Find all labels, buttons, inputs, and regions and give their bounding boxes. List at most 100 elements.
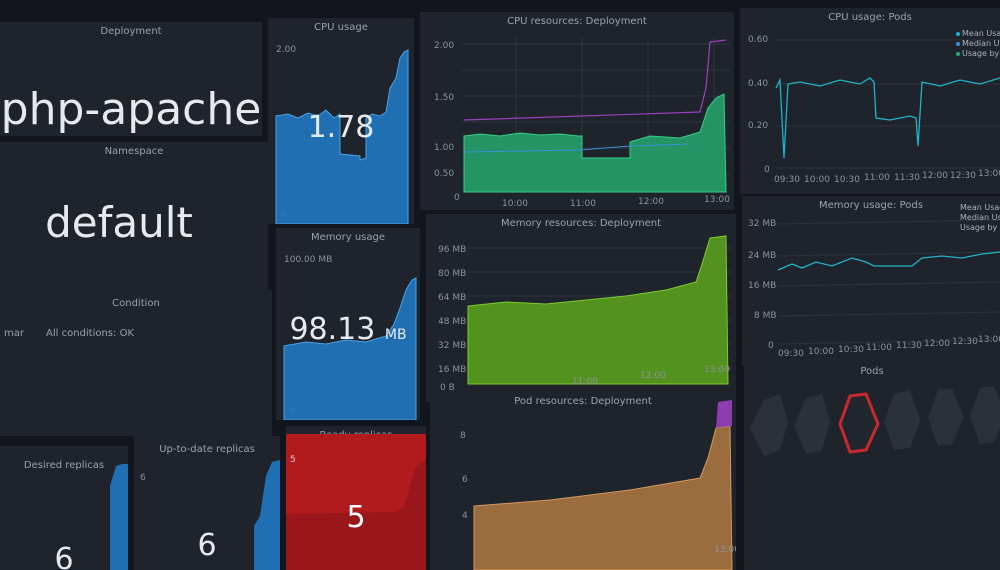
cpu-pods-xtick: 12:00 <box>922 171 948 181</box>
uptodate-replicas-value: 6 <box>197 528 217 563</box>
memory-resources-title: Memory resources: Deployment <box>500 218 662 229</box>
memory-resources-ytick: 48 MB <box>438 317 466 327</box>
pod-resources-title: Pod resources: Deployment <box>514 396 652 407</box>
memory-pods-ytick: 32 MB <box>748 219 776 229</box>
desired-replicas-title: Desired replicas <box>23 460 105 471</box>
memory-resources-ytick: 96 MB <box>438 245 466 255</box>
memory-resources-ytick: 32 MB <box>438 341 466 351</box>
memory-pods-xtick: 10:30 <box>838 345 864 355</box>
memory-usage-stat-panel: Memory usage 100.00 MB 0 98.13 MB <box>276 228 420 420</box>
cpu-pods-xtick: 13:00 <box>978 169 1000 179</box>
cpu-pods-ytick: 0 <box>764 165 770 175</box>
desired-replicas-value: 6 <box>54 542 74 570</box>
cpu-pods-ytick: 0.60 <box>748 35 768 45</box>
memory-resources-xtick: 11:00 <box>572 377 598 387</box>
cpu-resources-ytick: 0 <box>454 193 460 203</box>
memory-resources-ytick: 16 MB <box>438 365 466 375</box>
memory-pods-ytick: 24 MB <box>748 251 776 261</box>
cpu-pods-xtick: 10:30 <box>834 175 860 185</box>
cpu-resources-ytick: 1.50 <box>434 93 454 103</box>
cpu-pods-xtick: 11:00 <box>864 173 890 183</box>
memory-pods-chart: 32 MB 24 MB 16 MB 8 MB 0 Mean Usage Medi… <box>748 203 1000 359</box>
cpu-pods-legend: Median Usage <box>962 39 1000 48</box>
cpu-resources-ytick: 2.00 <box>434 41 454 51</box>
pod-hexagon[interactable] <box>794 394 830 454</box>
memory-pods-xtick: 12:30 <box>952 337 978 347</box>
cpu-usage-stat-panel: CPU usage 2.00 0 1.78 <box>268 18 414 224</box>
memory-pods-legend: Mean Usage <box>960 203 1000 212</box>
cpu-resources-xtick: 13:00 <box>704 195 730 205</box>
desired-replicas-sparkline <box>110 464 128 570</box>
ready-replicas-value: 5 <box>346 500 366 535</box>
memory-resources-panel: Memory resources: Deployment 96 MB 80 MB… <box>426 214 736 402</box>
pods-hexmap <box>750 386 1000 456</box>
cpu-resources-xtick: 12:00 <box>638 197 664 207</box>
memory-usage-stat-unit: MB <box>384 327 407 343</box>
desired-replicas-panel: Desired replicas 6 <box>0 446 128 570</box>
memory-usage-sparkline: 100.00 MB 0 <box>283 255 417 420</box>
pod-hexagon[interactable] <box>928 388 964 446</box>
memory-pods-xtick: 13:00 <box>978 335 1000 345</box>
cpu-pods-chart: 0.60 0.40 0.20 0 Mean Usage Median Usage… <box>748 29 1000 185</box>
memory-pods-ytick: 16 MB <box>748 281 776 291</box>
cpu-resources-chart: 2.00 1.50 1.00 0.50 0 10:00 11:00 12:00 … <box>434 38 730 209</box>
memory-pods-legend: Median Usage <box>960 213 1000 222</box>
uptodate-replicas-axis-top: 6 <box>140 473 146 483</box>
pod-hexagon-selected[interactable] <box>838 392 880 454</box>
cpu-resources-xtick: 10:00 <box>502 199 528 209</box>
cpu-pods-xtick: 12:30 <box>950 171 976 181</box>
pod-hexagon[interactable] <box>970 386 1000 444</box>
pod-resources-xtick: 13:00 <box>714 545 736 555</box>
condition-title: Condition <box>112 298 160 309</box>
uptodate-replicas-panel: Up-to-date replicas 6 6 <box>134 436 280 570</box>
pod-hexagon[interactable] <box>750 394 788 456</box>
ready-replicas-axis-top: 5 <box>290 455 296 465</box>
cpu-resources-ytick: 0.50 <box>434 169 454 179</box>
memory-pods-legend: Usage by host <box>960 223 1000 232</box>
namespace-panel: Namespace default <box>0 142 268 292</box>
condition-label: mar <box>4 328 24 339</box>
pod-hexagon[interactable] <box>884 390 920 450</box>
memory-resources-xtick: 12:00 <box>640 371 666 381</box>
cpu-pods-ytick: 0.20 <box>748 121 768 131</box>
pods-panel: Pods <box>744 362 1000 570</box>
memory-resources-ytick: 80 MB <box>438 269 466 279</box>
memory-resources-ytick: 0 B <box>440 383 455 393</box>
pod-resources-ytick: 8 <box>460 431 466 441</box>
cpu-pods-title: CPU usage: Pods <box>828 12 912 23</box>
cpu-pods-legend: Mean Usage <box>962 29 1000 38</box>
cpu-pods-xtick: 10:00 <box>804 175 830 185</box>
cpu-pods-panel: CPU usage: Pods 0.60 0.40 0.20 0 Mean Us… <box>740 8 1000 194</box>
memory-pods-panel: Memory usage: Pods 32 MB 24 MB 16 MB 8 M… <box>742 196 1000 366</box>
memory-pods-xtick: 10:00 <box>808 347 834 357</box>
namespace-title: Namespace <box>104 146 164 157</box>
ready-replicas-sparkline: 5 <box>286 455 426 570</box>
namespace-value: default <box>45 198 193 247</box>
cpu-usage-axis-top: 2.00 <box>276 45 296 55</box>
pod-resources-ytick: 6 <box>462 475 468 485</box>
memory-pods-title: Memory usage: Pods <box>819 200 923 211</box>
memory-resources-chart: 96 MB 80 MB 64 MB 48 MB 32 MB 16 MB 0 B … <box>438 235 732 393</box>
deployment-value: php-apache <box>0 84 262 135</box>
cpu-pods-ytick: 0.40 <box>748 79 768 89</box>
condition-panel: Condition mar All conditions: OK <box>0 290 272 436</box>
cpu-pods-legend: Usage by host <box>962 49 1000 58</box>
pod-resources-ytick: 4 <box>462 511 468 521</box>
memory-pods-xtick: 09:30 <box>778 349 804 359</box>
deployment-title: Deployment <box>100 26 162 37</box>
cpu-resources-xtick: 11:00 <box>570 199 596 209</box>
memory-pods-xtick: 11:30 <box>896 341 922 351</box>
memory-usage-axis-top: 100.00 MB <box>284 255 332 265</box>
memory-pods-xtick: 11:00 <box>866 343 892 353</box>
memory-pods-ytick: 0 <box>768 341 774 351</box>
memory-pods-ytick: 8 MB <box>754 311 777 321</box>
cpu-pods-xtick: 09:30 <box>774 175 800 185</box>
memory-pods-xtick: 12:00 <box>924 339 950 349</box>
pod-resources-panel: Pod resources: Deployment 8 6 4 13:00 <box>430 392 736 570</box>
legend-mean-marker <box>956 32 960 36</box>
condition-value: All conditions: OK <box>46 328 134 339</box>
legend-median-marker <box>956 42 960 46</box>
cpu-usage-sparkline: 2.00 0 <box>275 45 409 224</box>
cpu-resources-panel: CPU resources: Deployment 2.00 1.50 1.00… <box>420 12 734 210</box>
cpu-usage-stat-value: 1.78 <box>307 110 375 145</box>
